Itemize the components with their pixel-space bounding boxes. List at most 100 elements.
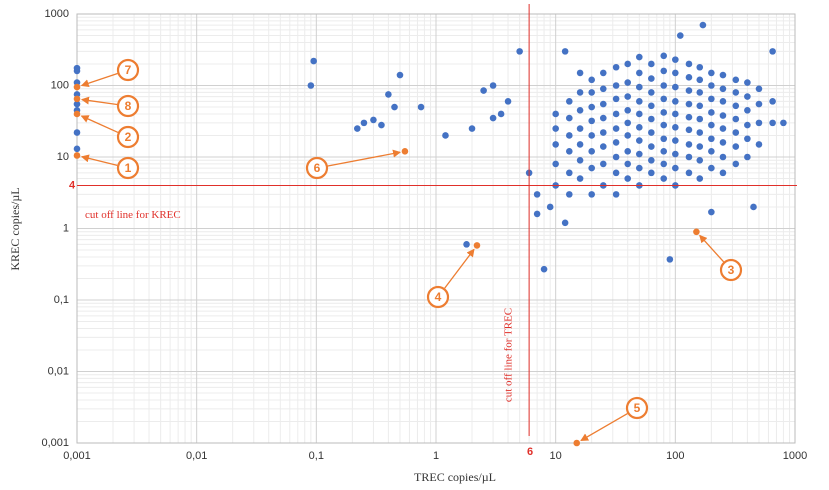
scatter-point — [696, 76, 704, 84]
scatter-point — [370, 116, 377, 124]
scatter-point — [685, 153, 693, 161]
scatter-point — [576, 141, 584, 148]
scatter-point — [708, 121, 715, 129]
scatter-point — [612, 125, 620, 132]
scatter-point — [769, 98, 776, 105]
callout-label: 2 — [125, 130, 132, 144]
scatter-point — [672, 124, 679, 131]
scatter-point — [719, 169, 727, 177]
scatter-point — [719, 125, 727, 132]
scatter-point — [576, 175, 584, 182]
scatter-point — [666, 256, 674, 263]
scatter-point — [685, 87, 693, 94]
callout-circle — [719, 258, 743, 282]
scatter-point — [624, 79, 632, 86]
scatter-point — [672, 150, 679, 158]
scatter-point — [624, 119, 632, 127]
scatter-point — [588, 164, 595, 172]
scatter-point — [396, 71, 404, 79]
scatter-point — [719, 153, 727, 161]
scatter-point — [576, 106, 584, 114]
scatter-point — [360, 119, 368, 127]
scatter-point — [552, 141, 559, 148]
scatter-point — [648, 75, 655, 82]
scatter-point — [473, 242, 481, 249]
scatter-point — [463, 241, 470, 248]
scatter-point — [732, 129, 740, 136]
scatter-point — [719, 85, 727, 93]
y-tick-label: 100 — [51, 79, 69, 91]
scatter-point — [672, 56, 679, 63]
scatter-point — [552, 160, 559, 168]
scatter-point — [769, 119, 776, 127]
callout-arrow — [80, 154, 118, 167]
scatter-point — [672, 164, 679, 172]
scatter-point — [660, 82, 668, 89]
y-tick-label: 1000 — [45, 8, 69, 20]
scatter-point — [696, 102, 704, 110]
scatter-point — [672, 83, 679, 91]
scatter-point — [732, 76, 740, 84]
scatter-point — [676, 32, 684, 39]
scatter-point — [685, 60, 693, 68]
plot-frame — [76, 13, 796, 444]
scatter-point — [624, 160, 632, 168]
cutoff-value-label: 6 — [527, 446, 533, 458]
scatter-point — [744, 106, 751, 114]
scatter-point — [636, 124, 643, 131]
scatter-point — [708, 109, 715, 116]
scatter-point — [660, 95, 668, 103]
x-tick-label: 0,01 — [186, 450, 207, 462]
scatter-point — [612, 139, 620, 146]
scatter-point — [73, 110, 81, 118]
scatter-point — [636, 69, 643, 77]
scatter-point — [612, 63, 620, 71]
scatter-point — [599, 114, 607, 122]
scatter-point — [648, 169, 655, 177]
scatter-point — [561, 219, 569, 227]
scatter-point — [660, 175, 668, 182]
callout-arrow — [327, 149, 402, 167]
y-tick-label: 10 — [57, 151, 69, 163]
scatter-point — [648, 143, 655, 150]
scatter-point — [648, 115, 655, 123]
callout-label: 1 — [125, 161, 132, 175]
scatter-point — [307, 82, 315, 89]
scatter-point — [310, 57, 317, 65]
scatter-point — [672, 137, 679, 144]
scatter-point — [566, 148, 573, 155]
scatter-point — [73, 129, 81, 136]
scatter-point — [750, 203, 757, 211]
callout-label: 8 — [125, 99, 132, 113]
x-tick-label: 0,001 — [63, 450, 91, 462]
callout-arrow — [80, 115, 119, 134]
scatter-point — [696, 175, 704, 182]
scatter-point — [648, 156, 655, 164]
y-axis-title: KREC copies/µL — [8, 187, 22, 270]
scatter-point — [708, 208, 715, 216]
callout-arrow — [444, 248, 475, 289]
scatter-point — [573, 439, 581, 447]
scatter-point — [636, 83, 643, 91]
scatter-point — [468, 125, 476, 132]
scatter-point — [636, 137, 643, 144]
callout-label: 6 — [314, 161, 321, 175]
scatter-point — [516, 48, 523, 55]
scatter-point — [755, 119, 763, 127]
scatter-point — [696, 63, 704, 71]
x-tick-label: 10 — [550, 450, 562, 462]
scatter-point — [73, 95, 81, 103]
scatter-point — [546, 203, 554, 211]
scatter-point — [588, 132, 595, 139]
scatter-point — [660, 67, 668, 75]
y-tick-label: 1 — [63, 222, 69, 234]
scatter-point — [533, 191, 541, 198]
scatter-point — [401, 148, 409, 155]
scatter-point — [612, 82, 620, 89]
scatter-point — [744, 79, 751, 86]
scatter-point — [780, 119, 787, 127]
scatter-point — [685, 141, 693, 148]
scatter-point — [660, 109, 668, 116]
